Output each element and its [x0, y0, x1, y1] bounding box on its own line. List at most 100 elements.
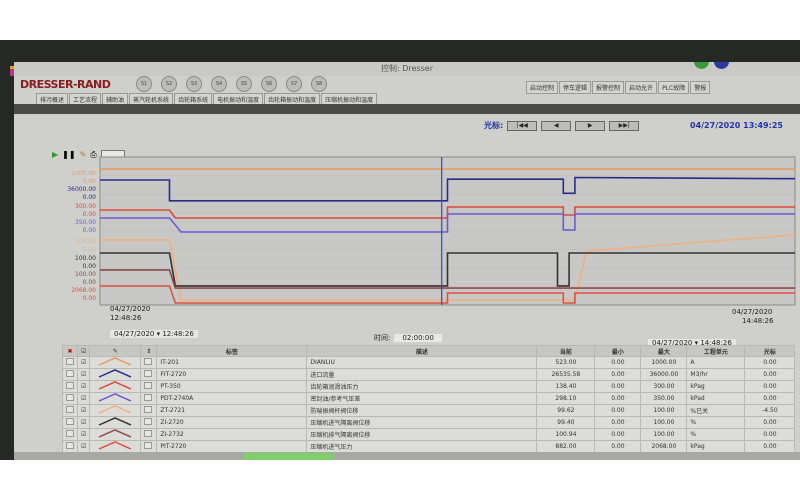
scale-checkbox[interactable] [140, 428, 158, 441]
scale-checkbox[interactable] [140, 416, 158, 429]
remove-checkbox[interactable] [62, 428, 78, 441]
scale-checkbox[interactable] [140, 380, 158, 393]
table-row[interactable]: ☑ ZI-2720 压缩机进气隔离阀位移 99.40 0.00 100.00% 0.00 [62, 416, 796, 429]
visible-checkbox[interactable]: ☑ [76, 416, 91, 429]
tab-top-4[interactable]: PLC故障 [658, 81, 690, 94]
y-min-label-3: 0.00 [82, 227, 96, 234]
trend-chart[interactable] [14, 62, 800, 352]
y-max-label-6: 100.00 [75, 271, 96, 278]
table-row[interactable]: ☑ ZT-2721 防喘振阀杆阀位移 99.62 0.00 100.00 %已关 -4.50 [62, 404, 796, 417]
visible-checkbox[interactable]: ☑ [76, 428, 91, 441]
start-datetime-picker[interactable]: 04/27/2020 ▾ 12:48:26 [110, 330, 198, 338]
station-button-s8[interactable]: S8 [311, 76, 327, 92]
col-min: 最小 [594, 345, 642, 357]
visible-checkbox[interactable]: ☑ [76, 356, 91, 369]
series-line-4 [100, 234, 796, 301]
remove-checkbox[interactable] [62, 440, 78, 453]
cell-min: 0.00 [594, 428, 642, 441]
pen-style-swatch[interactable] [89, 440, 142, 453]
remove-checkbox[interactable] [62, 404, 78, 417]
cell-min: 0.00 [594, 404, 642, 417]
station-button-s3[interactable]: S3 [186, 76, 202, 92]
pen-col: ✎ [89, 345, 142, 357]
station-button-s7[interactable]: S7 [286, 76, 302, 92]
station-button-s1[interactable]: S1 [136, 76, 152, 92]
pen-style-swatch[interactable] [89, 392, 142, 405]
current-datetime: 04/27/2020 13:49:25 [690, 121, 783, 130]
remove-checkbox[interactable] [62, 380, 78, 393]
tab-top-0[interactable]: 启动控制 [526, 81, 559, 94]
play-icon[interactable]: ▶ [52, 150, 59, 159]
y-max-label-2: 300.00 [75, 203, 96, 210]
visible-checkbox[interactable]: ☑ [76, 440, 91, 453]
table-row[interactable]: ☑ IT-201 DIANLIU 523.00 0.00 1000.00 A 0.00 [62, 356, 796, 369]
cell-tag: ZT-2721 [156, 404, 308, 417]
time-span-input[interactable]: 02:00:00 [394, 334, 442, 342]
table-row[interactable]: ☑ ZI-2732 压缩机排气隔离阀位移 100.94 0.00 100.00% 0.00 [62, 428, 796, 441]
cell-max: 100.00 [640, 416, 688, 429]
cell-tag: PIT-2720 [156, 440, 308, 453]
pen-style-swatch[interactable] [89, 368, 142, 381]
table-row[interactable]: ☑ PIT-2720 压缩机进气压力 882.00 0.00 2068.00 kPag 0.0… [62, 440, 796, 453]
divider-strip [14, 104, 800, 114]
end-datetime-picker[interactable]: 04/27/2020 ▾ 14:48:26 [648, 339, 736, 347]
scale-checkbox[interactable] [140, 392, 158, 405]
col-desc: 描述 [306, 345, 538, 357]
station-button-s6[interactable]: S6 [261, 76, 277, 92]
time-span-label: 时间: [374, 334, 391, 342]
cell-min: 0.00 [594, 392, 642, 405]
start-time: 12:48:26 [162, 330, 194, 338]
print-icon[interactable]: ⎙ [90, 150, 97, 159]
cursor-prev-button[interactable]: ◀ [541, 120, 572, 131]
cursor-last-button[interactable]: ▶▶| [609, 120, 640, 131]
remove-checkbox[interactable] [62, 356, 78, 369]
y-max-label-7: 2068.00 [71, 287, 96, 294]
pen-style-swatch[interactable] [89, 416, 142, 429]
station-button-s4[interactable]: S4 [211, 76, 227, 92]
cursor-first-button[interactable]: |◀◀ [507, 120, 538, 131]
cell-tag: IT-201 [156, 356, 308, 369]
scale-checkbox[interactable] [140, 404, 158, 417]
pen-icon[interactable]: ✎ [79, 150, 87, 159]
cursor-next-button[interactable]: ▶ [575, 120, 606, 131]
cell-cursor: 0.00 [744, 416, 796, 429]
delete-icon[interactable]: ✖ [62, 345, 78, 357]
station-button-s2[interactable]: S2 [161, 76, 177, 92]
green-back-arrow-icon[interactable] [694, 62, 709, 69]
cell-cursor: -4.50 [744, 404, 796, 417]
table-row[interactable]: ☑ FIT-2720 进口流量 26535.58 0.00 36000.00 M3/hr 0.… [62, 368, 796, 381]
tab-top-5[interactable]: 警报 [690, 81, 711, 94]
table-row[interactable]: ☑ PT-350 齿轮箱润滑油压力 138.40 0.00 300.00 kPag 0.00 [62, 380, 796, 393]
remove-checkbox[interactable] [62, 368, 78, 381]
scale-checkbox[interactable] [140, 440, 158, 453]
visible-checkbox[interactable]: ☑ [76, 380, 91, 393]
remove-checkbox[interactable] [62, 392, 78, 405]
y-min-label-0: 0.00 [82, 178, 96, 185]
remove-checkbox[interactable] [62, 416, 78, 429]
visible-checkbox[interactable]: ☑ [76, 368, 91, 381]
visible-checkbox[interactable]: ☑ [76, 392, 91, 405]
tab-top-1[interactable]: 停车逻辑 [559, 81, 592, 94]
blue-help-icon[interactable] [714, 62, 729, 69]
visible-checkbox[interactable]: ☑ [76, 404, 91, 417]
cell-cursor: 0.00 [744, 440, 796, 453]
pen-style-swatch[interactable] [89, 356, 142, 369]
y-min-label-6: 0.00 [82, 279, 96, 286]
time-span: 时间: 02:00:00 [374, 333, 442, 343]
pen-style-swatch[interactable] [89, 380, 142, 393]
pen-style-swatch[interactable] [89, 428, 142, 441]
tab-top-3[interactable]: 启动允许 [625, 81, 658, 94]
station-button-s5[interactable]: S5 [236, 76, 252, 92]
scale-checkbox[interactable] [140, 356, 158, 369]
cell-cursor: 0.00 [744, 392, 796, 405]
pause-icon[interactable]: ❚❚ [62, 150, 76, 159]
cell-unit: % [686, 428, 746, 441]
cell-min: 0.00 [594, 356, 642, 369]
cell-cur: 26535.58 [536, 368, 596, 381]
scale-checkbox[interactable] [140, 368, 158, 381]
cell-desc: 密封油/参考气压差 [306, 392, 538, 405]
cell-min: 0.00 [594, 368, 642, 381]
tab-top-2[interactable]: 报警控制 [592, 81, 625, 94]
table-row[interactable]: ☑ PDT-2740A 密封油/参考气压差 298.10 0.00 350.00 kPad 0… [62, 392, 796, 405]
pen-style-swatch[interactable] [89, 404, 142, 417]
